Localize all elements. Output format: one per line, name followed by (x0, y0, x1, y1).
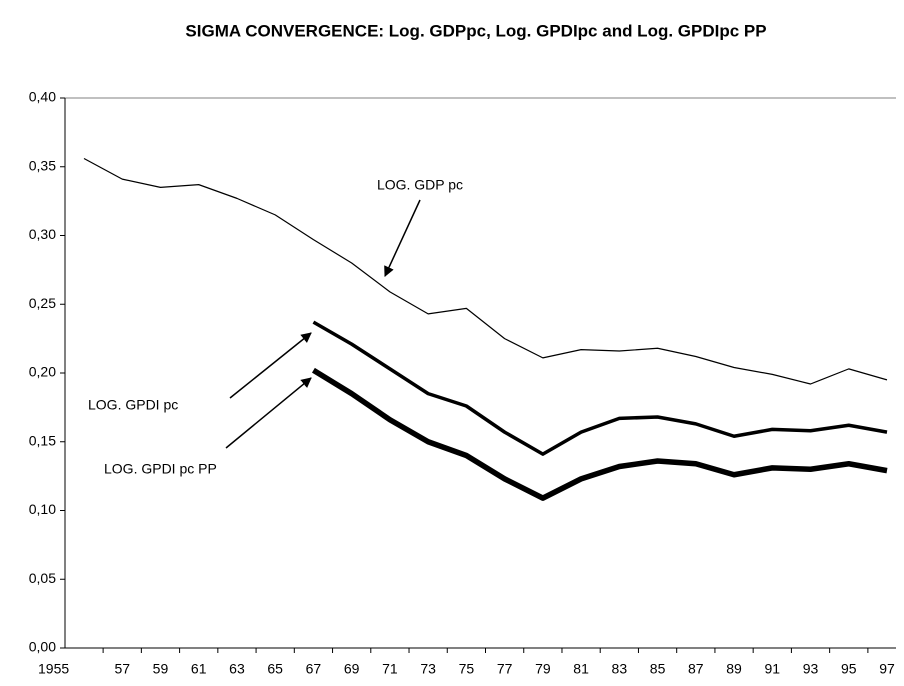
x-tick-label: 95 (841, 661, 857, 677)
y-tick-label: 0,10 (29, 501, 56, 517)
y-tick-label: 0,25 (29, 295, 56, 311)
x-tick-label: 73 (420, 661, 436, 677)
series-line (311, 367, 888, 501)
x-tick-label: 71 (382, 661, 398, 677)
y-tick-label: 0,30 (29, 226, 56, 242)
x-tick-label: 91 (764, 661, 780, 677)
x-tick-label: 75 (459, 661, 475, 677)
x-tick-label: 59 (153, 661, 169, 677)
series-line (83, 157, 888, 385)
y-tick-label: 0,40 (29, 89, 56, 105)
x-tick-label: 93 (803, 661, 819, 677)
y-tick-label: 0,35 (29, 157, 56, 173)
x-tick-label: 69 (344, 661, 360, 677)
series-label: LOG. GPDI pc PP (104, 461, 217, 477)
y-tick-label: 0,00 (29, 639, 56, 655)
x-tick-label: 87 (688, 661, 704, 677)
x-tick-label: 77 (497, 661, 513, 677)
x-tick-label: 97 (879, 661, 895, 677)
x-tick-label: 85 (650, 661, 666, 677)
arrow (384, 199, 421, 277)
chart-title: SIGMA CONVERGENCE: Log. GDPpc, Log. GPDI… (185, 21, 766, 40)
y-tick-label: 0,20 (29, 364, 56, 380)
series-label: LOG. GDP pc (377, 177, 463, 193)
x-tick-label: 61 (191, 661, 207, 677)
x-tick-label: 63 (229, 661, 245, 677)
series-label: LOG. GPDI pc (88, 397, 178, 413)
x-tick-label: 67 (306, 661, 322, 677)
x-tick-label: 1955 (38, 661, 69, 677)
series-line (312, 320, 888, 456)
x-tick-label: 65 (267, 661, 283, 677)
arrow (225, 377, 312, 449)
arrow (229, 332, 312, 399)
x-tick-label: 79 (535, 661, 551, 677)
y-tick-label: 0,15 (29, 432, 56, 448)
x-tick-label: 81 (573, 661, 589, 677)
x-tick-label: 83 (612, 661, 628, 677)
x-tick-label: 89 (726, 661, 742, 677)
y-tick-label: 0,05 (29, 570, 56, 586)
x-tick-label: 57 (114, 661, 130, 677)
